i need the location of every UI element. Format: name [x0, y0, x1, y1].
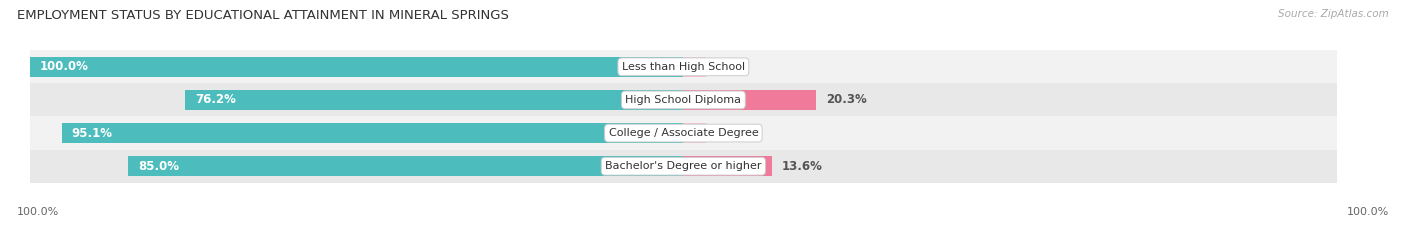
- Text: Less than High School: Less than High School: [621, 62, 745, 72]
- Bar: [30, 150, 1337, 183]
- Text: 0.0%: 0.0%: [716, 127, 748, 140]
- Text: 0.0%: 0.0%: [716, 60, 748, 73]
- Text: 100.0%: 100.0%: [1347, 207, 1389, 217]
- Bar: [128, 156, 683, 176]
- Bar: [683, 123, 706, 143]
- Bar: [30, 57, 683, 77]
- Bar: [683, 90, 815, 110]
- Bar: [30, 83, 1337, 116]
- Bar: [30, 50, 1337, 83]
- Text: 76.2%: 76.2%: [195, 93, 236, 106]
- Bar: [62, 123, 683, 143]
- Text: 100.0%: 100.0%: [39, 60, 89, 73]
- Text: 85.0%: 85.0%: [138, 160, 179, 173]
- Bar: [186, 90, 683, 110]
- Bar: [683, 57, 706, 77]
- Text: High School Diploma: High School Diploma: [626, 95, 741, 105]
- Text: 95.1%: 95.1%: [72, 127, 112, 140]
- Text: Bachelor's Degree or higher: Bachelor's Degree or higher: [605, 161, 762, 171]
- Text: EMPLOYMENT STATUS BY EDUCATIONAL ATTAINMENT IN MINERAL SPRINGS: EMPLOYMENT STATUS BY EDUCATIONAL ATTAINM…: [17, 9, 509, 22]
- Text: 100.0%: 100.0%: [17, 207, 59, 217]
- Text: College / Associate Degree: College / Associate Degree: [609, 128, 758, 138]
- Text: Source: ZipAtlas.com: Source: ZipAtlas.com: [1278, 9, 1389, 19]
- Text: 13.6%: 13.6%: [782, 160, 823, 173]
- Text: 20.3%: 20.3%: [825, 93, 866, 106]
- Bar: [30, 116, 1337, 150]
- Bar: [683, 156, 772, 176]
